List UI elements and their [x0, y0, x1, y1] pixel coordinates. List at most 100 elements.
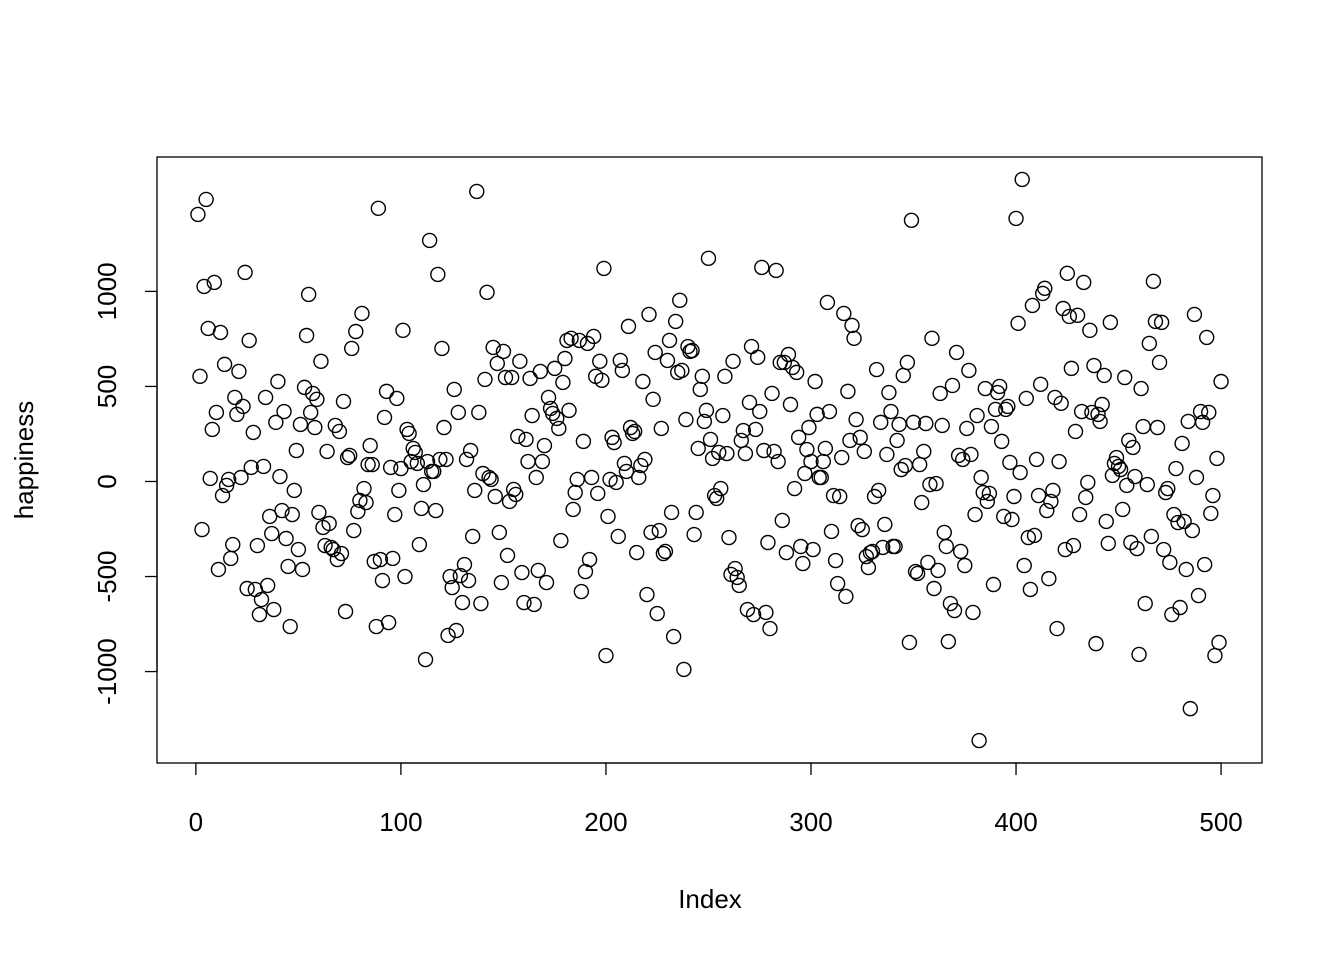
point [210, 561, 227, 578]
point [805, 541, 821, 558]
point [229, 406, 245, 423]
point [538, 574, 555, 591]
point [544, 405, 561, 422]
point [989, 384, 1006, 401]
point [1073, 403, 1090, 420]
point [754, 259, 770, 276]
point [370, 200, 387, 217]
point [526, 596, 542, 613]
point [1063, 360, 1080, 377]
point [1000, 398, 1016, 415]
point [1088, 635, 1104, 652]
point [944, 377, 961, 394]
point [376, 409, 393, 426]
point [1055, 300, 1071, 317]
point [354, 305, 370, 322]
point [620, 318, 637, 335]
point [667, 313, 684, 330]
point [1022, 581, 1039, 598]
point [366, 553, 382, 570]
point [674, 362, 690, 379]
point [889, 432, 905, 449]
point [957, 557, 973, 574]
point [415, 476, 432, 493]
point [339, 449, 356, 466]
point [922, 476, 938, 493]
point [704, 450, 721, 467]
point [452, 567, 469, 584]
point [1008, 210, 1024, 227]
point [998, 401, 1014, 418]
point [827, 552, 844, 569]
point [524, 407, 540, 424]
point [825, 487, 842, 504]
point [286, 482, 302, 499]
point [1002, 454, 1018, 471]
point [721, 529, 737, 546]
y-tick-label: -500 [92, 551, 122, 603]
point [1149, 419, 1166, 436]
point [434, 340, 450, 357]
point [259, 577, 276, 594]
point [518, 431, 534, 448]
point [469, 183, 485, 200]
point [741, 394, 758, 411]
point [448, 622, 464, 639]
point [739, 601, 756, 618]
point [333, 545, 350, 562]
point [479, 284, 495, 301]
point [585, 328, 602, 345]
point [1192, 403, 1209, 420]
point [270, 373, 286, 390]
x-tick-label: 200 [584, 807, 627, 837]
point [491, 524, 508, 541]
point [1010, 315, 1026, 332]
point [1209, 450, 1225, 467]
point [266, 601, 282, 618]
point [688, 504, 704, 521]
point [639, 586, 655, 603]
point [575, 433, 592, 450]
point [1139, 476, 1155, 493]
point [1213, 373, 1229, 390]
point [899, 354, 916, 371]
point [766, 443, 782, 460]
point [647, 344, 663, 361]
point [471, 404, 487, 421]
point [752, 403, 768, 420]
point [302, 404, 319, 421]
point [733, 432, 749, 449]
point [860, 559, 877, 576]
point [643, 524, 659, 541]
point [298, 327, 315, 344]
point [1176, 513, 1192, 530]
point [235, 398, 251, 415]
point [391, 482, 407, 499]
point [657, 543, 674, 560]
point [387, 506, 403, 523]
point [372, 551, 389, 568]
point [1112, 461, 1129, 478]
point [485, 339, 501, 356]
point [624, 425, 641, 442]
point [903, 212, 920, 228]
point [274, 502, 290, 519]
point [846, 330, 862, 347]
point [983, 418, 1000, 435]
point [1119, 477, 1135, 494]
point [1203, 505, 1219, 522]
point [407, 444, 423, 461]
point [1164, 606, 1180, 623]
point [464, 528, 481, 545]
point [225, 536, 241, 553]
point [821, 403, 838, 420]
point [331, 423, 348, 440]
point [346, 522, 362, 539]
point [1075, 274, 1092, 291]
point [813, 469, 829, 486]
point [530, 562, 546, 579]
point [311, 504, 327, 521]
point [905, 414, 922, 431]
point [467, 482, 483, 499]
point [401, 425, 417, 442]
